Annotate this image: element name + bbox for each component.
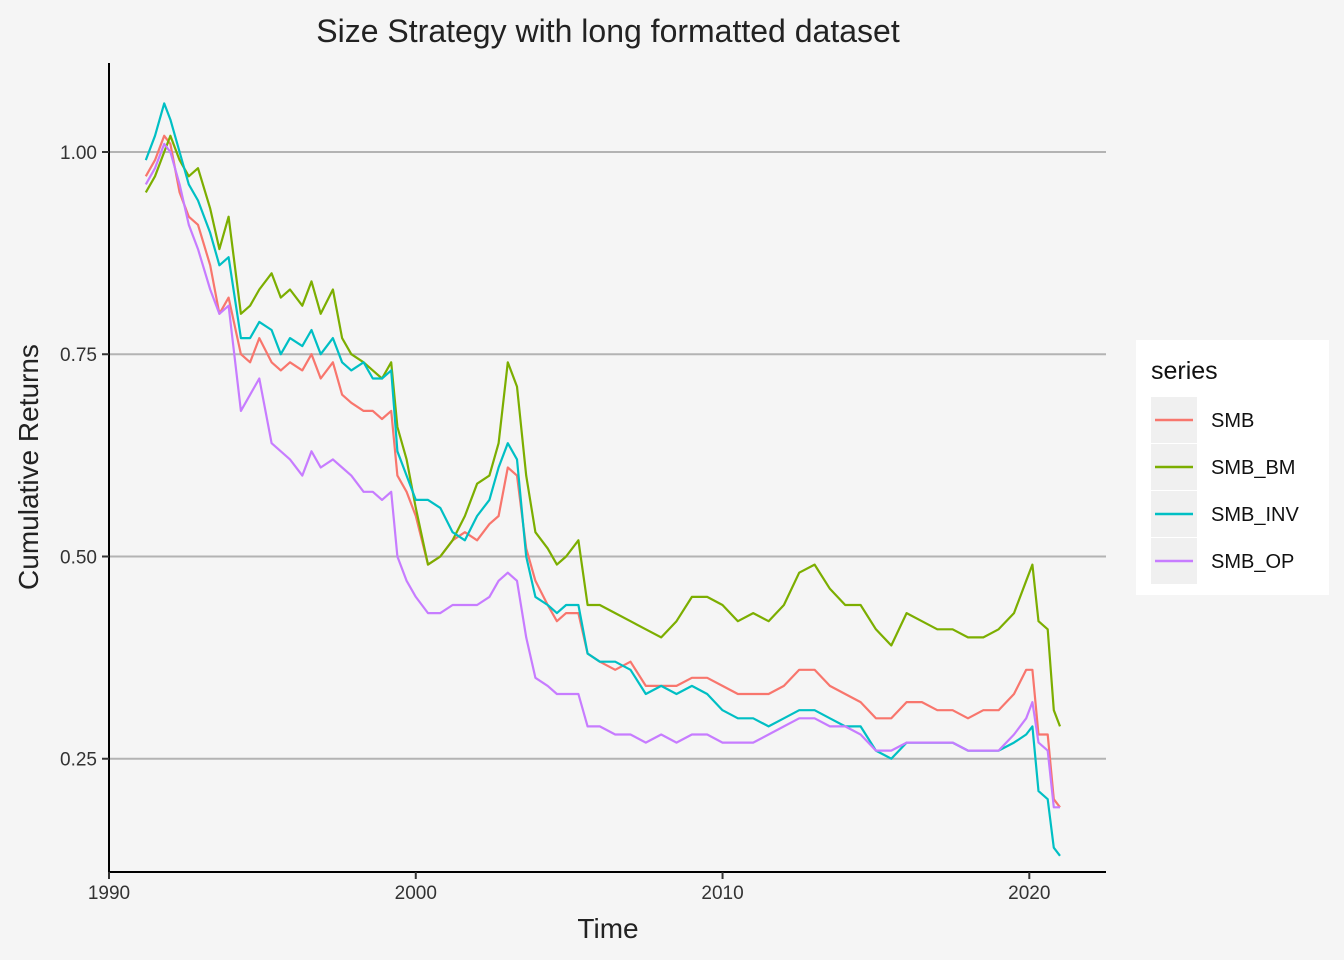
series-lines <box>144 102 1062 857</box>
legend-item-smb-inv: SMB_INV <box>1151 491 1299 537</box>
legend-label: SMB_BM <box>1211 457 1295 479</box>
legend-title: series <box>1151 357 1218 385</box>
series-line-smb-bm <box>144 134 1062 727</box>
series-line-smb-op <box>144 142 1060 809</box>
x-tick-label: 2010 <box>701 883 743 904</box>
x-axis-title: Time <box>577 913 638 944</box>
y-axis-title: Cumulative Returns <box>13 344 44 590</box>
gridlines <box>109 150 1106 760</box>
legend-label: SMB <box>1211 410 1254 432</box>
x-tick-label: 2000 <box>395 883 437 904</box>
chart-title: Size Strategy with long formatted datase… <box>316 13 900 49</box>
y-tick-label: 1.00 <box>60 143 97 164</box>
x-tick-label: 1990 <box>88 883 130 904</box>
series-line-smb <box>144 134 1061 808</box>
x-axis-ticks: 1990 2000 2010 2020 <box>88 872 1050 904</box>
y-tick-label: 0.50 <box>60 547 97 568</box>
y-axis-ticks: 0.25 0.50 0.75 1.00 <box>60 143 109 771</box>
legend-label: SMB_INV <box>1211 504 1299 526</box>
legend-items: SMB SMB_BM SMB_INV SMB_OP <box>1151 397 1299 584</box>
legend-item-smb: SMB <box>1151 397 1254 443</box>
x-tick-label: 2020 <box>1008 883 1050 904</box>
legend-item-smb-bm: SMB_BM <box>1151 444 1295 490</box>
legend: series SMB SMB_BM SMB_INV SMB_OP <box>1136 340 1329 595</box>
y-tick-label: 0.25 <box>60 750 97 771</box>
y-tick-label: 0.75 <box>60 345 97 366</box>
legend-item-smb-op: SMB_OP <box>1151 538 1294 584</box>
legend-label: SMB_OP <box>1211 551 1294 573</box>
